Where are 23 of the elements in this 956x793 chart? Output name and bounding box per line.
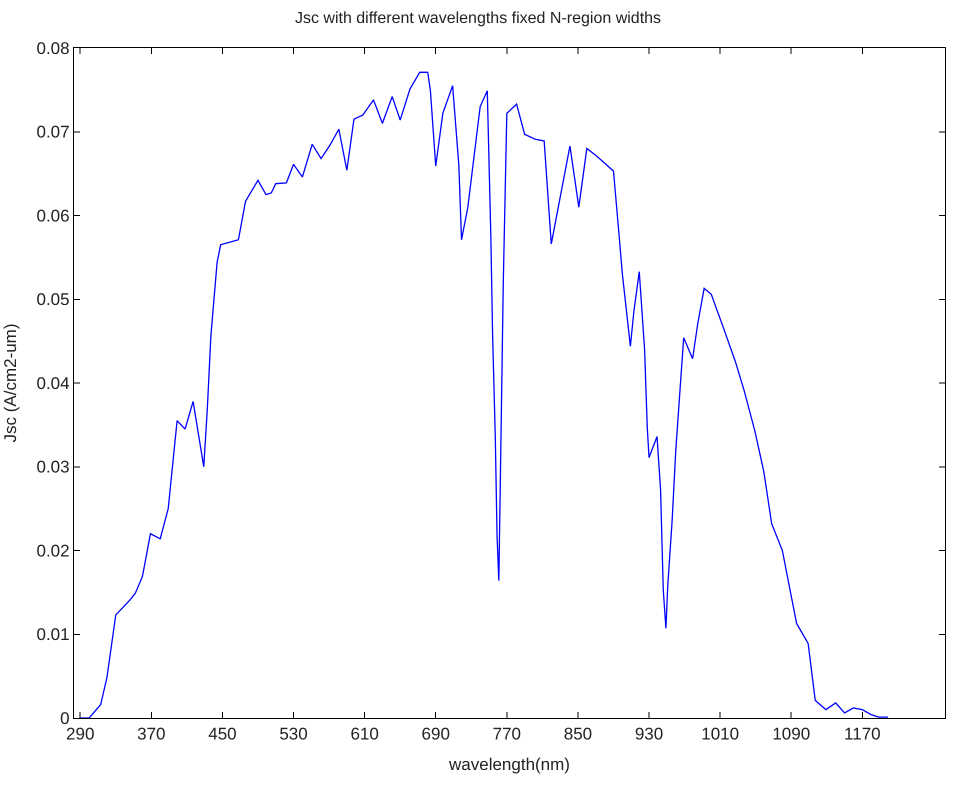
x-tick-label: 450: [208, 724, 237, 744]
y-tick-label: 0.02: [36, 541, 70, 560]
y-tick-label: 0.07: [36, 122, 70, 142]
x-tick-label: 1170: [844, 724, 881, 744]
x-tick-label: 1010: [701, 724, 740, 744]
chart-title: Jsc with different wavelengths fixed N-region widths: [294, 10, 662, 28]
x-tick-label: 1090: [772, 724, 810, 744]
x-tick-label: 690: [422, 724, 450, 744]
x-tick-label: 610: [350, 724, 379, 744]
y-tick-label: 0.04: [36, 374, 70, 393]
x-tick-label: 850: [564, 724, 592, 744]
x-tick-label: 370: [137, 724, 166, 744]
y-tick-label: 0.05: [36, 290, 70, 310]
y-tick-label: 0.03: [36, 458, 70, 477]
x-axis-title: wavelength(nm): [448, 754, 570, 774]
y-axis-title: Jsc (A/cm2-um): [1, 324, 20, 442]
y-tick-label: 0.06: [36, 206, 70, 226]
x-tick-label: 930: [634, 724, 664, 744]
y-tick-label: 0.01: [36, 625, 70, 644]
line-series: [80, 72, 889, 718]
y-tick-label: 0.08: [36, 38, 70, 58]
x-tick-label: 770: [492, 724, 522, 744]
x-tick-label: 530: [279, 724, 308, 744]
